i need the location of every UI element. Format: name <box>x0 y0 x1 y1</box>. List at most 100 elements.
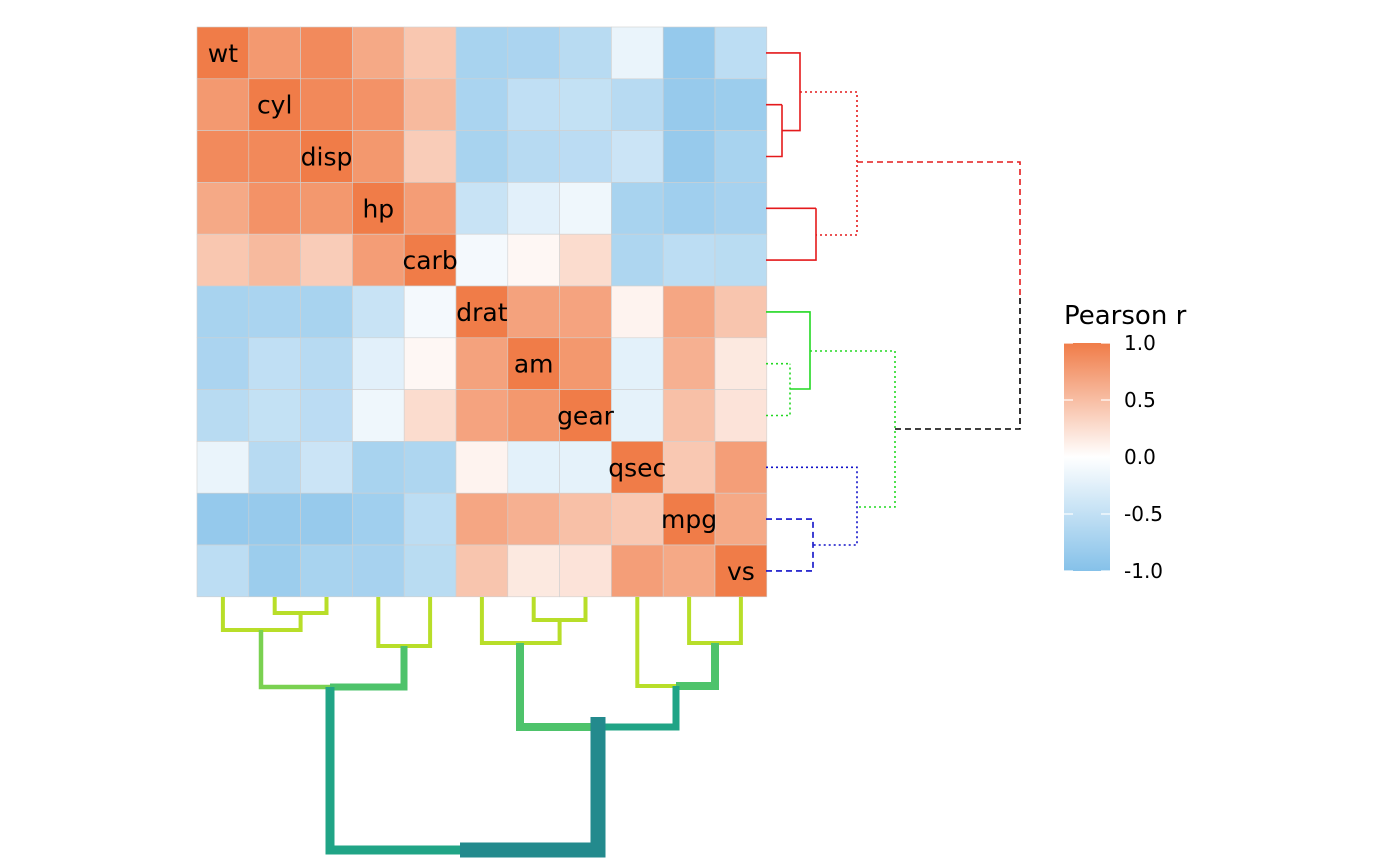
col-link-qsec <box>635 597 676 688</box>
legend-ticks: 1.0 0.5 0.0 -0.5 -1.0 <box>1064 331 1163 583</box>
heatmap-cell-disp-mpg <box>662 130 716 183</box>
heatmap-cell-hp-cyl <box>248 182 301 235</box>
col-link-root-right <box>460 717 606 858</box>
heatmap-cell-vs-qsec <box>611 544 664 598</box>
heatmap-cell-carb-am <box>507 233 560 287</box>
heatmap-cell-cyl-carb <box>403 78 457 131</box>
heatmap-cell-cyl-cyl <box>248 78 301 131</box>
heatmap-cell-mpg-vs <box>714 492 768 546</box>
heatmap-cell-vs-carb <box>403 544 457 598</box>
heatmap-cell-qsec-am <box>507 441 560 494</box>
heatmap-cell-am-vs <box>714 337 768 390</box>
heatmap-cell-disp-carb <box>403 130 457 183</box>
heatmap-cell-cyl-mpg <box>662 78 716 131</box>
heatmap-cell-gear-cyl <box>248 389 301 442</box>
heatmap-cell-vs-mpg <box>662 544 716 598</box>
heatmap-cell-vs-disp <box>300 544 353 598</box>
heatmap-cell-cyl-drat <box>455 78 509 131</box>
heatmap-cell-gear-mpg <box>662 389 716 442</box>
heatmap-cell-hp-carb <box>403 182 457 235</box>
column-dendrogram <box>220 597 743 858</box>
heatmap-cell-qsec-disp <box>300 441 353 494</box>
heatmap-cell-carb-hp <box>352 233 405 287</box>
heatmap-cell-gear-qsec <box>611 389 664 442</box>
heatmap-cell-gear-drat <box>455 389 509 442</box>
heatmap-cell-cyl-hp <box>352 78 405 131</box>
heatmap-cell-qsec-drat <box>455 441 509 494</box>
col-link-root-left <box>325 687 460 855</box>
heatmap-cell-am-disp <box>300 337 353 390</box>
row-link-qsec <box>766 466 858 546</box>
heatmap-cell-drat-hp <box>352 285 405 339</box>
heatmap-cell-cyl-qsec <box>611 78 664 131</box>
heatmap-cell-qsec-hp <box>352 441 405 494</box>
legend-tick-label: 0.5 <box>1124 388 1156 412</box>
diag-label-wt: wt <box>208 39 238 68</box>
heatmap-cell-mpg-hp <box>352 492 405 546</box>
diag-label-am: am <box>514 350 554 379</box>
heatmap-cell-vs-drat <box>455 544 509 598</box>
col-link-mid-b <box>598 686 680 731</box>
heatmap-cell-am-wt <box>196 337 250 390</box>
diag-label-gear: gear <box>557 402 615 431</box>
heatmap-cell-hp-vs <box>714 182 768 235</box>
heatmap-cell-mpg-am <box>507 492 560 546</box>
heatmap-cell-hp-drat <box>455 182 509 235</box>
heatmap-cell-mpg-carb <box>403 492 457 546</box>
heatmap-cell-gear-am <box>507 389 560 442</box>
row-link-hp-carb <box>766 207 817 261</box>
diag-label-hp: hp <box>362 194 394 223</box>
heatmap-cell-am-drat <box>455 337 509 390</box>
heatmap-cell-am-gear <box>559 337 612 390</box>
heatmap-cell-mpg-qsec <box>611 492 664 546</box>
heatmap-cell-drat-carb <box>403 285 457 339</box>
heatmap-cell-carb-qsec <box>611 233 664 287</box>
heatmap-cell-carb-carb <box>403 233 457 287</box>
heatmap-cell-qsec-wt <box>196 441 250 494</box>
diag-label-cyl: cyl <box>257 91 293 120</box>
heatmap-cell-drat-qsec <box>611 285 664 339</box>
row-link-wt <box>766 52 801 132</box>
heatmap-cell-vs-vs <box>714 544 768 598</box>
col-link-left-a <box>258 630 330 690</box>
heatmap-cell-disp-drat <box>455 130 509 183</box>
heatmap-cell-gear-wt <box>196 389 250 442</box>
col-link-am-gear <box>531 597 588 622</box>
heatmap-cell-gear-carb <box>403 389 457 442</box>
heatmap-cell-disp-wt <box>196 130 250 183</box>
diag-label-qsec: qsec <box>608 453 666 482</box>
heatmap-cell-disp-cyl <box>248 130 301 183</box>
heatmap-cell-wt-wt <box>196 26 250 80</box>
heatmap-cell-drat-vs <box>714 285 768 339</box>
legend-tick-label: -1.0 <box>1124 559 1163 583</box>
col-link-cyl-disp <box>272 597 329 615</box>
col-link-mpg-vs <box>687 597 743 645</box>
heatmap-cell-mpg-gear <box>559 492 612 546</box>
heatmap-cell-am-carb <box>403 337 457 390</box>
diag-label-mpg: mpg <box>661 505 717 534</box>
heatmap-cell-wt-disp <box>300 26 353 80</box>
heatmap-cell-wt-am <box>507 26 560 80</box>
heatmap-cell-wt-cyl <box>248 26 301 80</box>
heatmap-cell-hp-gear <box>559 182 612 235</box>
heatmap-cell-drat-wt <box>196 285 250 339</box>
heatmap-cell-wt-hp <box>352 26 405 80</box>
row-link-root <box>895 296 1021 430</box>
heatmap-cell-am-mpg <box>662 337 716 390</box>
color-legend: Pearson r 1.0 0.5 0.0 -0.5 -1.0 <box>1064 301 1187 583</box>
heatmap-cell-cyl-vs <box>714 78 768 131</box>
heatmap-cell-disp-vs <box>714 130 768 183</box>
heatmap-cell-drat-drat <box>455 285 509 339</box>
row-link-red-top <box>857 161 1021 296</box>
heatmap-cell-disp-disp <box>300 130 353 183</box>
heatmap-cell-drat-disp <box>300 285 353 339</box>
heatmap-cell-am-cyl <box>248 337 301 390</box>
row-link-mpg-vs <box>766 518 814 572</box>
heatmap-cell-qsec-mpg <box>662 441 716 494</box>
row-link-cyl-disp <box>766 103 783 158</box>
heatmap-cell-cyl-disp <box>300 78 353 131</box>
diag-label-carb: carb <box>402 246 457 275</box>
heatmap-cell-drat-am <box>507 285 560 339</box>
heatmap-cell-hp-wt <box>196 182 250 235</box>
heatmap-cell-am-qsec <box>611 337 664 390</box>
